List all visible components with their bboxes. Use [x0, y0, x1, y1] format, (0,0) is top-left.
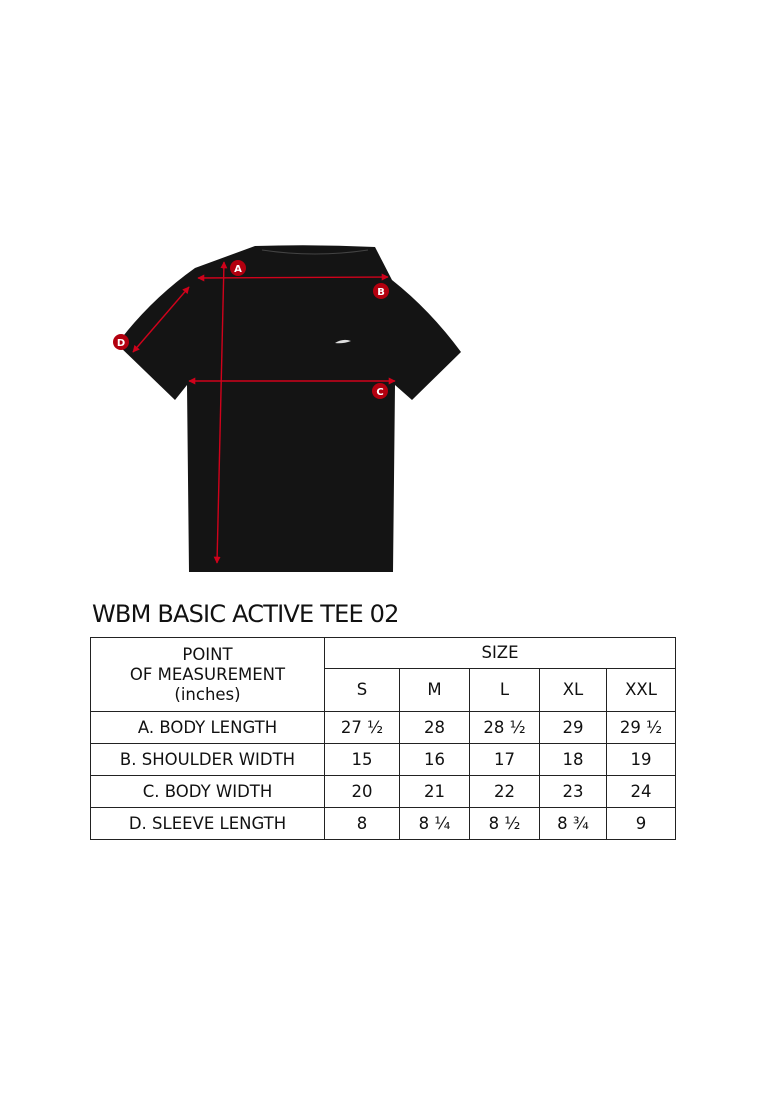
row-label: B. SHOULDER WIDTH: [90, 743, 325, 776]
cell: 8: [324, 807, 400, 840]
marker-b: B: [373, 283, 389, 299]
cell: 8 ¼: [399, 807, 470, 840]
cell: 29 ½: [605, 711, 677, 744]
table-row: B. SHOULDER WIDTH 15 16 17 18 19: [90, 743, 677, 776]
tshirt-measurement-diagram: A B C D: [113, 245, 461, 572]
size-chart-table: POINT OF MEASUREMENT (inches) SIZE S M L…: [90, 637, 677, 840]
row-label: A. BODY LENGTH: [90, 711, 325, 744]
cell: 8 ¾: [539, 807, 607, 840]
cell: 19: [605, 743, 677, 776]
row-label: C. BODY WIDTH: [90, 775, 325, 808]
marker-d: D: [113, 334, 129, 350]
arrow-d: [132, 286, 190, 353]
table-row: D. SLEEVE LENGTH 8 8 ¼ 8 ½ 8 ¾ 9: [90, 807, 677, 840]
svg-text:B: B: [377, 287, 385, 298]
cell: 17: [469, 743, 540, 776]
cell: 18: [539, 743, 607, 776]
cell: 16: [399, 743, 470, 776]
arrow-b: [197, 273, 389, 282]
cell: 22: [469, 775, 540, 808]
size-header: L: [469, 668, 540, 712]
table-row: C. BODY WIDTH 20 21 22 23 24: [90, 775, 677, 808]
cell: 20: [324, 775, 400, 808]
product-title: WBM BASIC ACTIVE TEE 02: [92, 600, 399, 628]
cell: 28: [399, 711, 470, 744]
marker-a: A: [230, 260, 246, 276]
size-header: M: [399, 668, 470, 712]
row-label: D. SLEEVE LENGTH: [90, 807, 325, 840]
svg-text:D: D: [117, 338, 125, 349]
size-header: XXL: [605, 668, 677, 712]
header-point-of-measurement: POINT OF MEASUREMENT (inches): [90, 637, 325, 712]
arrow-a: [213, 261, 228, 564]
cell: 23: [539, 775, 607, 808]
size-header: S: [324, 668, 400, 712]
marker-c: C: [372, 383, 388, 399]
table-row: A. BODY LENGTH 27 ½ 28 28 ½ 29 29 ½: [90, 711, 677, 744]
header-size: SIZE: [323, 637, 677, 669]
cell: 9: [605, 807, 677, 840]
tshirt-image: [117, 245, 461, 572]
cell: 21: [399, 775, 470, 808]
cell: 29: [539, 711, 607, 744]
logo-icon: [335, 339, 351, 344]
cell: 27 ½: [324, 711, 400, 744]
svg-text:A: A: [234, 264, 242, 275]
size-header: XL: [539, 668, 607, 712]
cell: 24: [605, 775, 677, 808]
svg-text:C: C: [376, 387, 383, 398]
cell: 8 ½: [469, 807, 540, 840]
cell: 28 ½: [469, 711, 540, 744]
cell: 15: [324, 743, 400, 776]
